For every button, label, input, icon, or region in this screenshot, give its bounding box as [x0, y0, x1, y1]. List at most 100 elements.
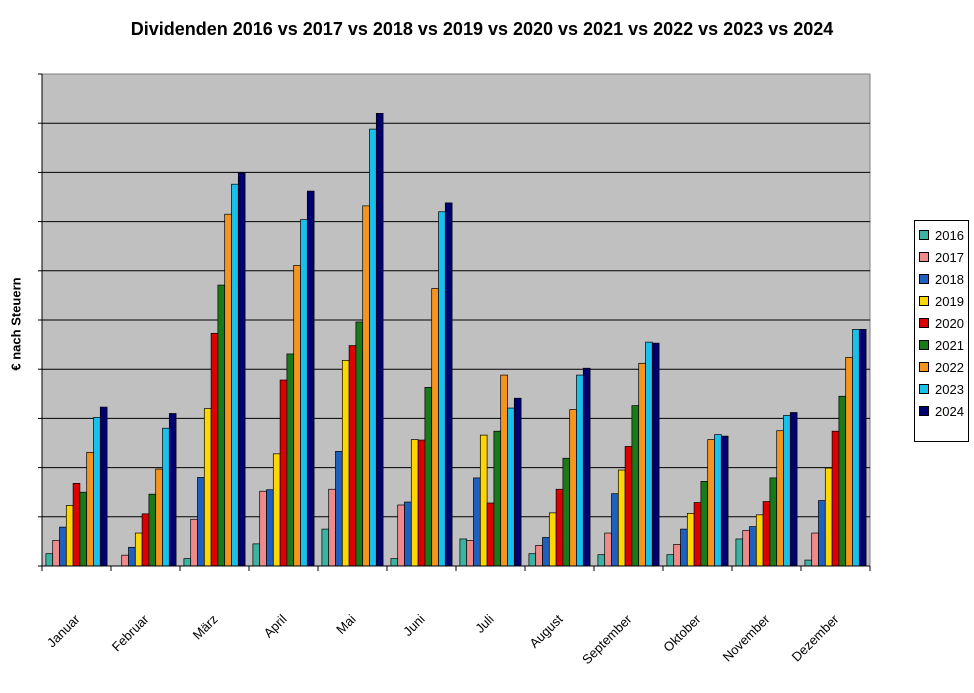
bar	[749, 526, 757, 567]
bar	[555, 488, 564, 567]
x-tick-label: November	[720, 611, 773, 664]
bar	[231, 183, 239, 567]
bar	[569, 409, 577, 567]
bar	[237, 172, 246, 567]
bar	[624, 446, 633, 567]
legend-label: 2020	[935, 315, 964, 331]
bar	[404, 501, 412, 567]
chart-title: Dividenden 2016 vs 2017 vs 2018 vs 2019 …	[130, 19, 834, 39]
x-tick-label: Februar	[109, 611, 152, 654]
bar	[776, 430, 784, 567]
legend: 2016 2017 2018 2019 2020 2021 2022 2023 2024	[914, 220, 969, 442]
bar	[742, 530, 750, 567]
bar	[293, 265, 301, 567]
bar	[59, 526, 67, 567]
x-tick-label: August	[526, 611, 565, 650]
bar	[755, 514, 764, 567]
x-tick-label: Mai	[333, 611, 358, 636]
legend-swatch	[919, 340, 929, 350]
legend-swatch	[919, 274, 929, 284]
bar	[693, 502, 702, 567]
bar	[438, 211, 446, 567]
bar	[479, 434, 488, 567]
x-tick-label: März	[190, 612, 221, 643]
bar	[680, 528, 688, 567]
bar	[473, 477, 481, 567]
x-tick-label: Juni	[400, 611, 428, 639]
plot-area	[41, 73, 871, 567]
bar	[148, 493, 157, 567]
bar	[65, 505, 74, 567]
legend-label: 2023	[935, 381, 964, 397]
bar	[224, 213, 232, 567]
bar	[210, 332, 219, 567]
bar	[410, 439, 419, 567]
legend-label: 2016	[935, 227, 964, 243]
x-tick-labels: Januar Februar März April Mai Juni Juli August S…	[44, 611, 842, 667]
bar	[93, 417, 101, 567]
bar	[838, 395, 847, 567]
legend-label: 2018	[935, 271, 964, 287]
bar	[645, 341, 653, 567]
legend-swatch	[919, 406, 929, 416]
legend-item: 2024	[915, 400, 968, 422]
bar	[162, 427, 170, 567]
legend-swatch	[919, 252, 929, 262]
legend-label: 2021	[935, 337, 964, 353]
bar	[493, 430, 502, 567]
bar	[52, 540, 60, 567]
bar	[700, 481, 709, 567]
bar	[466, 540, 474, 567]
bar	[528, 553, 537, 567]
legend-swatch	[919, 230, 929, 240]
bar	[707, 439, 715, 567]
bar	[272, 453, 281, 567]
legend-item: 2022	[915, 356, 968, 378]
bar	[266, 489, 274, 567]
x-tick-label: Oktober	[660, 611, 704, 655]
legend-item: 2016	[915, 224, 968, 246]
bar	[789, 412, 798, 567]
x-tick-label: April	[261, 611, 290, 640]
bar	[735, 538, 744, 567]
bar	[783, 415, 791, 567]
bar	[845, 357, 853, 567]
bar	[858, 329, 867, 567]
bar	[417, 439, 426, 567]
x-tick-label: Januar	[44, 611, 83, 650]
bar	[576, 374, 584, 567]
bar	[651, 342, 660, 567]
bar	[597, 554, 606, 567]
bar	[824, 467, 833, 567]
legend-item: 2018	[915, 268, 968, 290]
bar	[562, 457, 571, 567]
bar	[818, 500, 826, 567]
legend-label: 2024	[935, 403, 964, 419]
legend-swatch	[919, 296, 929, 306]
bar	[141, 513, 150, 567]
bar	[99, 406, 108, 567]
bars-layer	[45, 113, 867, 567]
legend-item: 2021	[915, 334, 968, 356]
bar	[500, 374, 508, 567]
bar	[362, 205, 370, 567]
bar	[686, 513, 695, 567]
bar	[203, 408, 212, 567]
bar	[548, 512, 557, 567]
bar	[168, 413, 177, 567]
legend-label: 2019	[935, 293, 964, 309]
x-tick-label: Juli	[472, 611, 496, 635]
bar	[604, 532, 612, 567]
bar	[286, 353, 295, 567]
bar	[375, 113, 384, 567]
bar	[673, 543, 681, 567]
bar	[79, 491, 88, 567]
axes-layer	[38, 73, 871, 571]
legend-item: 2023	[915, 378, 968, 400]
bar	[128, 546, 136, 567]
bar	[486, 502, 495, 567]
legend-swatch	[919, 362, 929, 372]
bar	[811, 532, 819, 567]
bar	[321, 528, 330, 567]
